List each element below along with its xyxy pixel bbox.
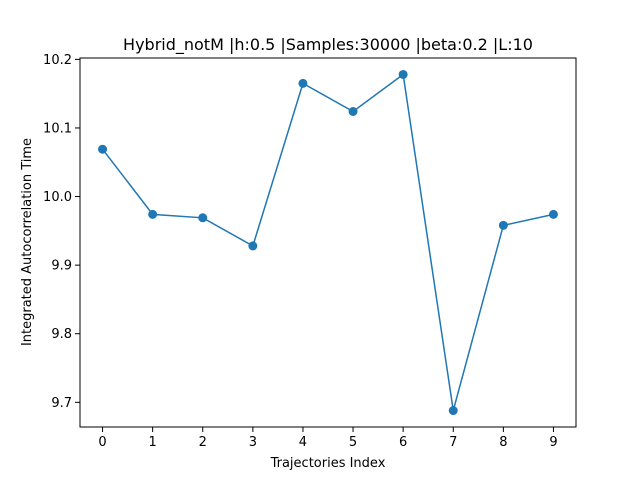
x-tick-label: 3	[249, 435, 257, 450]
x-tick-label: 2	[199, 435, 207, 450]
x-axis-label: Trajectories Index	[270, 456, 386, 471]
x-tick-label: 5	[349, 435, 357, 450]
plot-frame	[79, 57, 577, 428]
x-tick-label: 6	[399, 435, 407, 450]
y-tick-label: 10.0	[43, 190, 72, 205]
y-tick-label: 10.1	[43, 121, 72, 136]
y-tick-label: 9.9	[51, 259, 72, 274]
data-point	[398, 69, 408, 79]
x-tick-label: 9	[549, 435, 557, 450]
data-point	[448, 406, 458, 416]
y-tick-label: 9.7	[51, 396, 72, 411]
data-point	[98, 144, 108, 154]
x-tick-label: 0	[98, 435, 106, 450]
x-tick-label: 7	[449, 435, 457, 450]
data-point	[298, 78, 308, 88]
data-point	[198, 213, 208, 223]
data-point	[548, 209, 558, 219]
x-tick-label: 8	[499, 435, 507, 450]
chart-marks	[98, 69, 558, 416]
data-point	[498, 220, 508, 230]
x-axis-ticks: 0 1 2 3 4 5 6 7 8 9	[98, 427, 558, 450]
y-tick-label: 10.2	[43, 53, 72, 68]
series-line	[101, 73, 554, 411]
data-point	[248, 241, 258, 251]
data-point	[148, 209, 158, 219]
x-tick-label: 4	[299, 435, 307, 450]
chart-title: Hybrid_notM |h:0.5 |Samples:30000 |beta:…	[123, 35, 533, 55]
y-tick-label: 9.8	[51, 327, 72, 342]
x-tick-label: 1	[149, 435, 157, 450]
data-point	[348, 106, 358, 116]
plot-area	[80, 58, 576, 427]
y-axis-label: Integrated Autocorrelation Time	[20, 138, 35, 346]
y-axis-ticks: 9.7 9.8 9.9 10.0 10.1 10.2	[43, 53, 80, 411]
